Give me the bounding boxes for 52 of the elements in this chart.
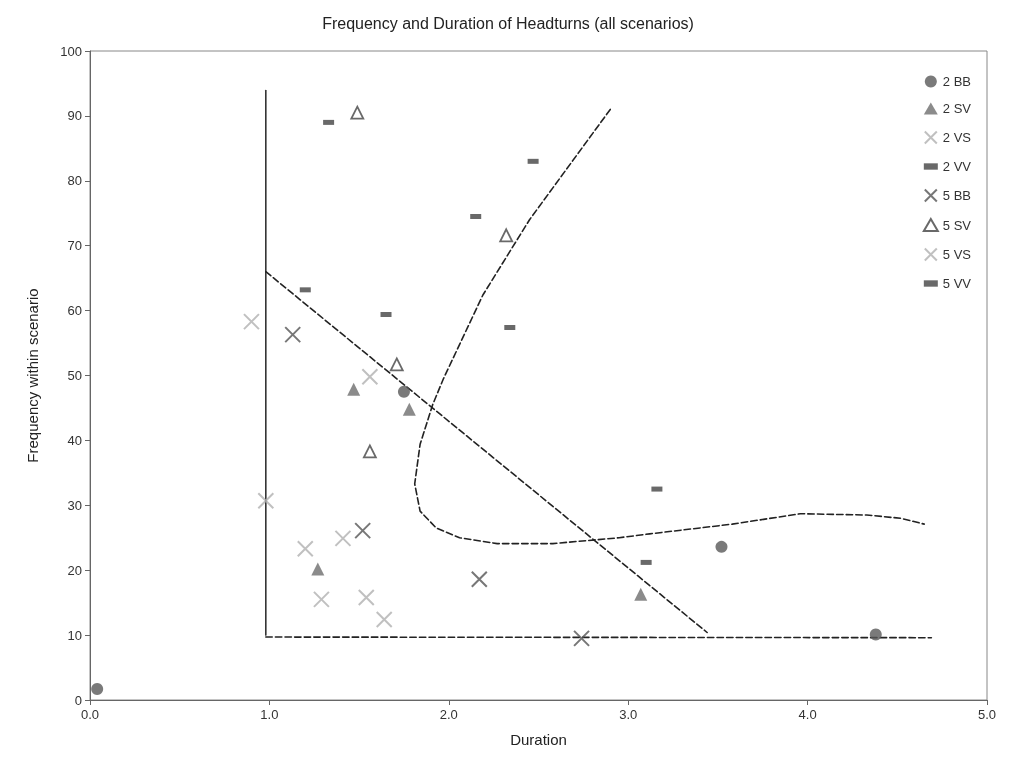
point	[389, 357, 404, 372]
point	[362, 444, 377, 459]
point	[375, 611, 393, 629]
legend-label: 5 VV	[942, 276, 972, 291]
legend-label: 5 BB	[942, 188, 971, 203]
point	[284, 326, 302, 344]
point	[347, 382, 361, 396]
x-axis-title: Duration	[510, 731, 567, 748]
legend-label: 2 SV	[942, 101, 972, 116]
point	[402, 402, 416, 416]
point	[573, 629, 591, 647]
y-axis-title: Frequency within scenario	[24, 288, 41, 463]
x-tick-label: 5.0	[977, 707, 997, 722]
y-tick-label: 70	[67, 238, 82, 254]
y-tick-label: 30	[67, 497, 82, 513]
point	[397, 385, 410, 398]
legend-label: 2 VV	[942, 159, 972, 174]
y-tick-label: 0	[74, 692, 82, 708]
x-tick-label: 0.0	[80, 707, 100, 722]
point	[312, 590, 330, 608]
y-tick-label: 80	[67, 173, 82, 189]
point	[334, 529, 352, 547]
point	[715, 540, 728, 553]
y-tick-label: 100	[60, 43, 82, 59]
point	[296, 540, 314, 558]
point	[350, 105, 365, 120]
y-tick-label: 10	[67, 627, 82, 643]
point	[91, 682, 104, 695]
chart-title: Frequency and Duration of Headturns (all scenarios)	[322, 14, 694, 32]
y-tick-label: 20	[67, 562, 82, 578]
point	[242, 313, 260, 331]
point	[361, 368, 379, 386]
point	[470, 570, 488, 588]
y-tick-label: 90	[67, 108, 82, 124]
x-tick-label: 3.0	[619, 707, 638, 722]
point	[499, 228, 514, 243]
point	[311, 562, 325, 576]
point	[257, 492, 275, 510]
y-tick-label: 40	[67, 432, 82, 448]
legend-label: 5 VS	[942, 247, 972, 262]
point	[357, 588, 375, 606]
x-tick-label: 1.0	[260, 707, 279, 722]
y-tick-label: 60	[67, 303, 82, 319]
y-tick-label: 50	[67, 368, 82, 383]
point	[869, 628, 882, 641]
legend-label: 2 VS	[942, 130, 972, 145]
point	[354, 522, 372, 540]
x-tick-label: 2.0	[439, 707, 458, 722]
x-tick-label: 4.0	[798, 707, 817, 722]
legend-label: 5 SV	[942, 217, 972, 233]
point	[634, 587, 648, 601]
legend-label: 2 BB	[942, 74, 971, 89]
